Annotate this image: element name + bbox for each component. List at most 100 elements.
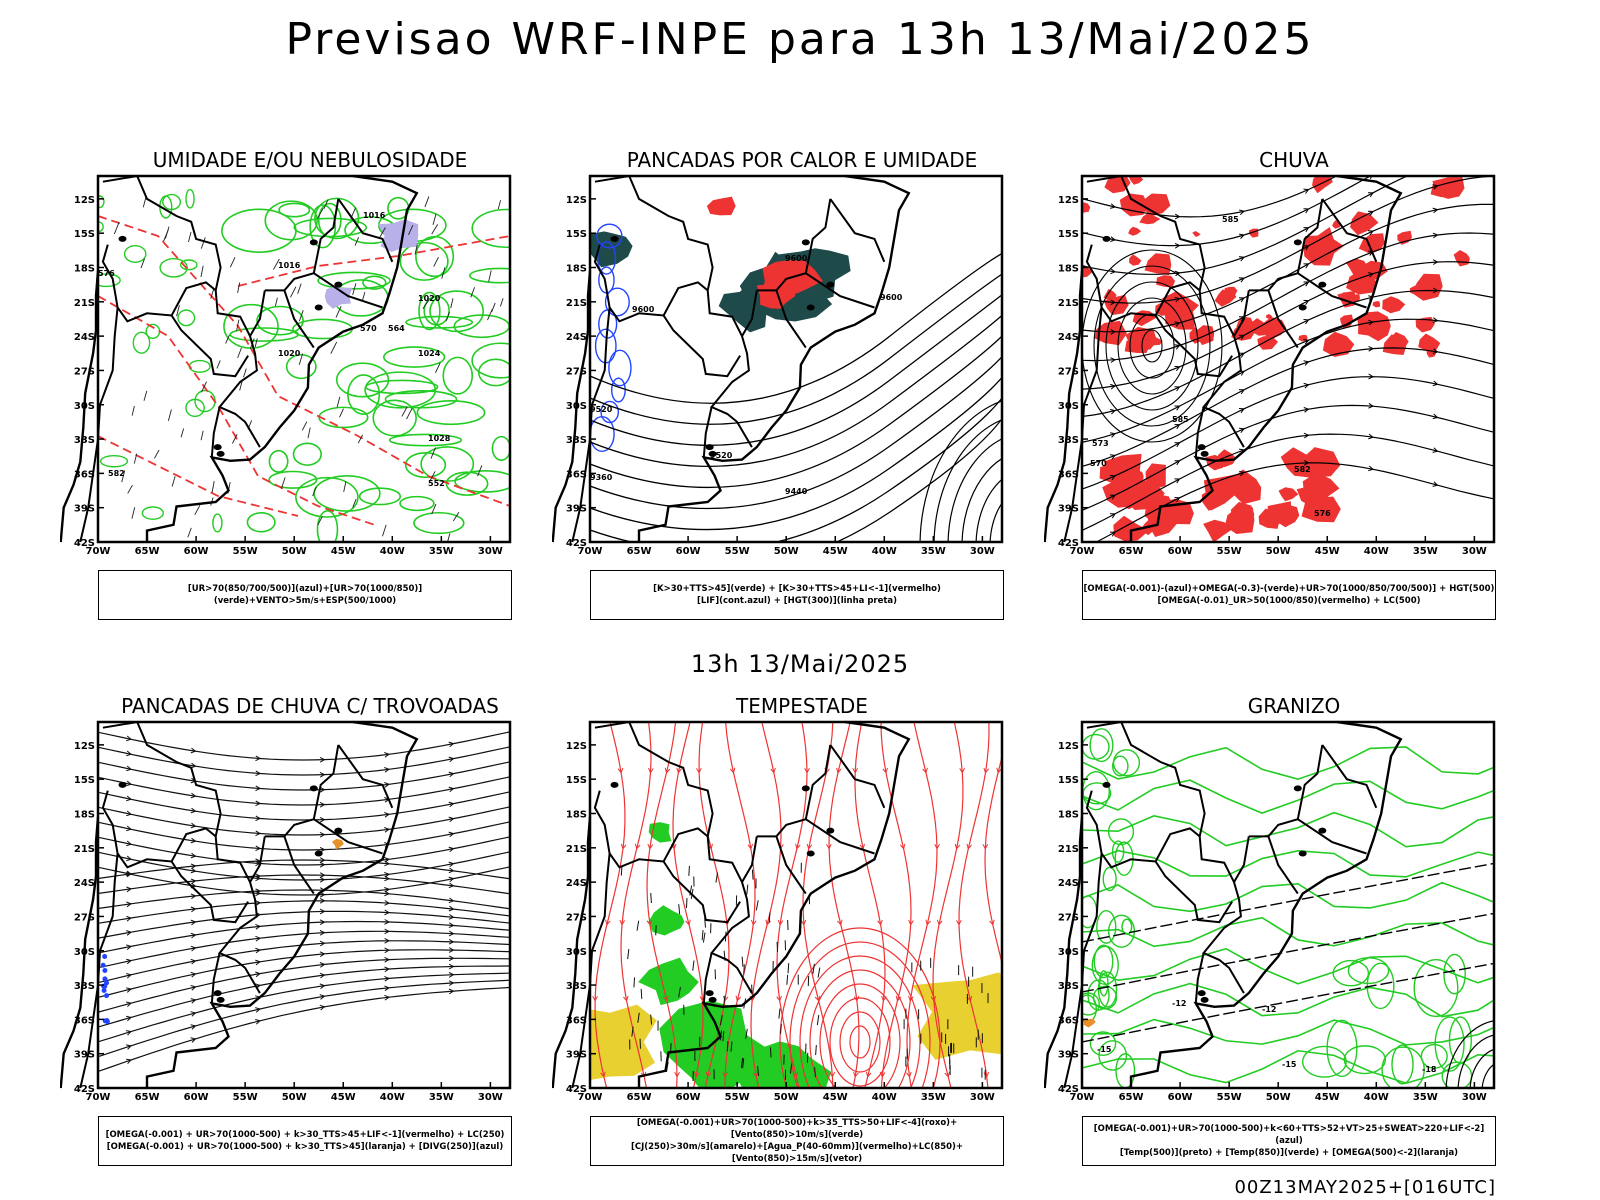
lat-label: 12S (1058, 195, 1079, 206)
streamline-arrow (1303, 299, 1310, 305)
streamline-arrow (190, 807, 197, 814)
streamline-arrow (777, 919, 784, 926)
streamline-arrow (676, 767, 682, 774)
lat-label: 39S (74, 504, 95, 515)
political-border (1297, 272, 1367, 309)
panel-umidade: UMIDADE E/OU NEBULOSIDADE 1016 1016 1020 10… (60, 148, 560, 620)
streamline (98, 761, 510, 791)
wind-vector (297, 283, 302, 294)
streamline-arrow (1174, 424, 1181, 430)
streamline-arrow (1110, 299, 1117, 306)
humidity-contour (418, 291, 441, 331)
humidity-contour (264, 200, 318, 241)
streamline-arrow (319, 816, 326, 823)
streamline-arrow (1432, 317, 1439, 323)
wind-vector (678, 904, 681, 915)
lon-label: 35W (921, 546, 946, 557)
streamline-arrow (126, 1030, 132, 1036)
lat-label: 42S (74, 538, 95, 549)
streamline-arrow (126, 810, 133, 817)
wind-vector (633, 977, 636, 988)
streamline-arrow (837, 919, 843, 926)
lon-label: 60W (1168, 1092, 1193, 1103)
streamline-arrow (1174, 270, 1181, 277)
temp850-contour (1443, 953, 1466, 995)
strong-wind-area (733, 1041, 832, 1088)
streamline-arrow (255, 755, 262, 762)
map-frame (588, 720, 1004, 1090)
streamline-arrow (384, 887, 391, 893)
lake (801, 239, 810, 246)
rain-area (1309, 457, 1325, 471)
cyclone-streamline (839, 1011, 881, 1073)
streamline-arrow (852, 767, 859, 774)
streamline-arrow (1239, 233, 1246, 239)
lat-label: 12S (74, 195, 95, 206)
streamline (1082, 176, 1372, 247)
streamline-arrow (319, 983, 326, 990)
streamline-arrow (190, 837, 197, 844)
map-frame (588, 174, 1004, 544)
streamline-arrow (448, 905, 455, 912)
panel-legend: [OMEGA(-0.001)+UR>70(1000-500)+k>35_TTS>… (590, 1116, 1004, 1166)
lon-label: 60W (184, 1092, 209, 1103)
wind-vector (816, 1015, 820, 1026)
lat-label: 33S (74, 435, 95, 446)
streamline (98, 776, 510, 806)
humidity-contour (292, 442, 322, 466)
lat-label: 30S (1058, 947, 1079, 958)
lake (314, 304, 323, 311)
streamline (98, 836, 510, 866)
streamline (1082, 433, 1494, 532)
lake (309, 785, 318, 792)
streamline-arrow (944, 1071, 950, 1078)
wind-vector (200, 381, 207, 393)
lon-label: 35W (429, 1092, 454, 1103)
lif-contour (596, 223, 623, 249)
rain-area (1382, 334, 1407, 355)
streamline-arrow (255, 873, 262, 879)
streamline-arrow (448, 867, 455, 874)
streamline-arrow (319, 831, 326, 838)
wind-vector (429, 471, 436, 482)
streamline-arrow (448, 801, 455, 808)
wind-vector (133, 453, 138, 464)
rain-area (1415, 316, 1435, 333)
streamline-arrow (696, 767, 702, 774)
lat-label: 24S (74, 332, 95, 343)
fields: 1016 1016 1020 1020 1024 1028 570 564 576 552 582 (98, 188, 510, 542)
humidity-contour (404, 451, 447, 479)
lake (216, 996, 225, 1003)
lat-label: 42S (566, 538, 587, 549)
streamline-arrow (664, 767, 671, 774)
lon-label: 45W (1315, 546, 1340, 557)
streamline-arrow (319, 930, 326, 936)
wind-vector (815, 1044, 817, 1056)
streamline-arrow (747, 843, 754, 850)
lon-label: 55W (1217, 546, 1242, 557)
streamline-arrow (983, 767, 989, 774)
rain-area (1230, 469, 1262, 505)
lake (705, 990, 714, 997)
contour-label: 585 (1222, 215, 1239, 224)
map-frame (96, 174, 512, 544)
streamline (750, 722, 782, 1088)
wind-vector (441, 267, 446, 279)
lake (610, 781, 619, 788)
streamline-arrow (600, 1071, 606, 1078)
humidity-contour (491, 435, 510, 461)
streamline (98, 746, 510, 776)
streamline-arrow (1369, 176, 1373, 179)
streamline (98, 889, 510, 910)
wind-vector (312, 486, 317, 497)
streamline (854, 722, 886, 1088)
streamline-arrow (1303, 281, 1310, 287)
lat-label: 33S (74, 981, 95, 992)
streamline-arrow (877, 919, 883, 926)
streamline-arrow (1109, 475, 1116, 481)
streamline-arrow (605, 919, 611, 926)
legend-line: [OMEGA(-0.001)-(azul)+OMEGA(-0.3)-(verde… (1083, 584, 1495, 594)
lon-label: 50W (774, 546, 799, 557)
lat-label: 33S (566, 981, 587, 992)
